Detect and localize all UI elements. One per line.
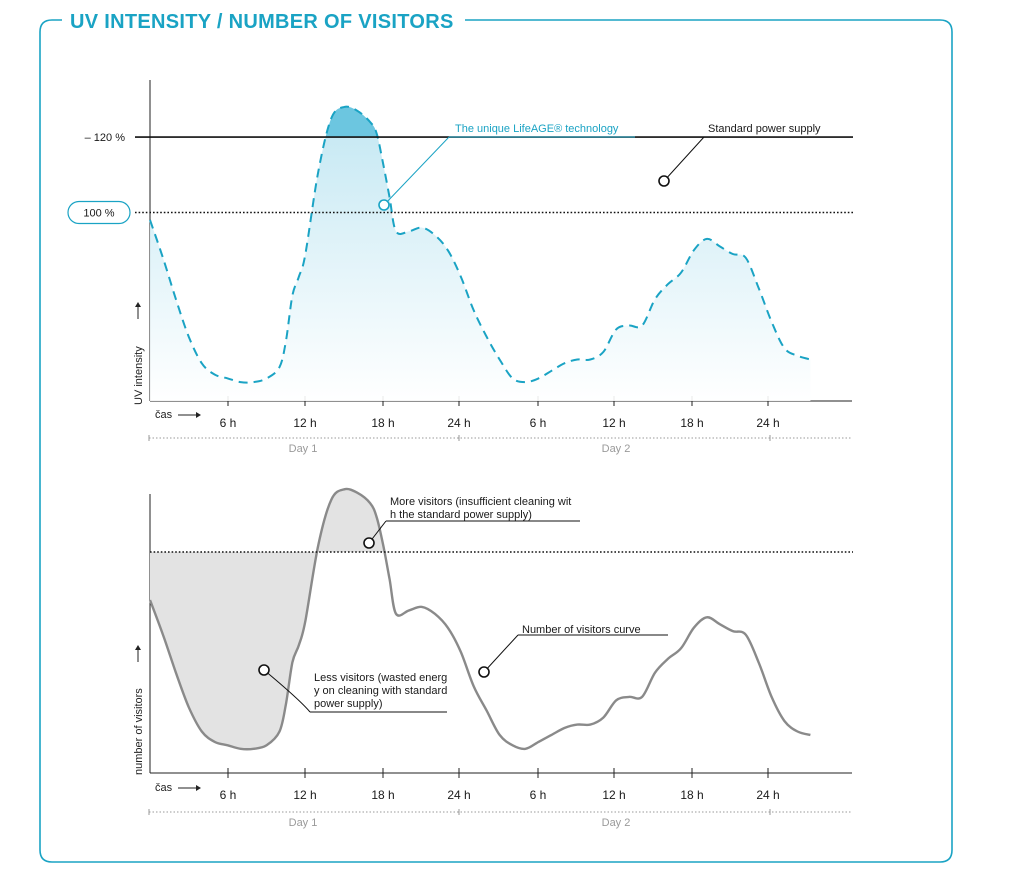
x-tick-label: 24 h: [447, 788, 470, 802]
visitors-chart: 6 h 12 h 18 h 24 h 6 h 12 h 18 h 24 h čas number …: [133, 487, 853, 829]
y-arrow-head: [135, 645, 141, 650]
x-axis-label: čas: [155, 782, 173, 794]
figure-title: UV INTENSITY / NUMBER OF VISITORS: [70, 11, 454, 33]
x-tick-label: 6 h: [220, 416, 237, 430]
uv-area: [150, 106, 811, 401]
less-visitors-annotation-line: y on cleaning with standard: [314, 685, 447, 697]
x-tick-label: 12 h: [602, 788, 625, 802]
x-tick-label: 18 h: [680, 788, 703, 802]
x-tick-label: 18 h: [680, 416, 703, 430]
x-axis-label: čas: [155, 409, 173, 421]
more-visitors-annotation-line: h the standard power supply): [390, 509, 532, 521]
lifeage-annotation-leader: [383, 136, 450, 206]
x-tick-label: 24 h: [756, 416, 779, 430]
x-tick-label: 12 h: [293, 788, 316, 802]
x-tick-label: 18 h: [371, 416, 394, 430]
x-tick-label: 24 h: [756, 788, 779, 802]
y-axis-label: number of visitors: [133, 688, 145, 775]
less-visitors-annotation-leader: [263, 669, 311, 713]
standard-supply-annotation-marker: [658, 175, 670, 187]
x-tick-label: 12 h: [602, 416, 625, 430]
x-tick-label: 6 h: [220, 788, 237, 802]
standard-supply-annotation-leader: [663, 136, 705, 182]
uv-series-line: [149, 105, 811, 384]
ref-label-120: – 120 %: [85, 132, 126, 144]
day-label: Day 1: [289, 817, 318, 829]
lifeage-annotation-text: The unique LifeAGE® technology: [455, 123, 619, 135]
x-tick-label: 18 h: [371, 788, 394, 802]
x-arrow-head: [196, 785, 201, 791]
x-arrow-head: [196, 412, 201, 418]
uv-intensity-chart: 6 h 12 h 18 h 24 h 6 h 12 h 18 h 24 h čas UV inte…: [67, 80, 853, 455]
less-visitors-annotation-line: Less visitors (wasted energ: [314, 672, 447, 684]
more-visitors-annotation-line: More visitors (insufficient cleaning wit: [390, 496, 571, 508]
y-axis-label: UV intensity: [133, 346, 145, 405]
day-label: Day 2: [602, 817, 631, 829]
x-tick-label: 6 h: [530, 416, 547, 430]
uv-excess-area: [325, 106, 378, 138]
less-visitors-annotation-marker: [258, 664, 270, 676]
x-tick-label: 12 h: [293, 416, 316, 430]
visitors-curve-annotation-leader: [483, 634, 519, 673]
y-arrow-head: [135, 302, 141, 307]
less-visitors-annotation-line: power supply): [314, 698, 382, 710]
visitors-curve-annotation-marker: [478, 666, 490, 678]
visitors-curve-annotation-text: Number of visitors curve: [522, 624, 641, 636]
day-label: Day 1: [289, 443, 318, 455]
panel-frame: [39, 19, 953, 863]
more-visitors-annotation-text: More visitors (insufficient cleaning wit…: [390, 496, 571, 521]
lifeage-annotation-marker: [378, 199, 390, 211]
day-label: Day 2: [602, 443, 631, 455]
less-visitors-annotation-text: Less visitors (wasted energ y on cleaning…: [314, 672, 447, 710]
standard-supply-annotation-text: Standard power supply: [708, 123, 821, 135]
x-tick-label: 6 h: [530, 788, 547, 802]
ref-label-100-pill: [67, 200, 131, 225]
ref-label-100: 100 %: [83, 208, 114, 220]
more-visitors-annotation-marker: [363, 537, 375, 549]
x-tick-label: 24 h: [447, 416, 470, 430]
visitors-series-line: [148, 487, 811, 751]
